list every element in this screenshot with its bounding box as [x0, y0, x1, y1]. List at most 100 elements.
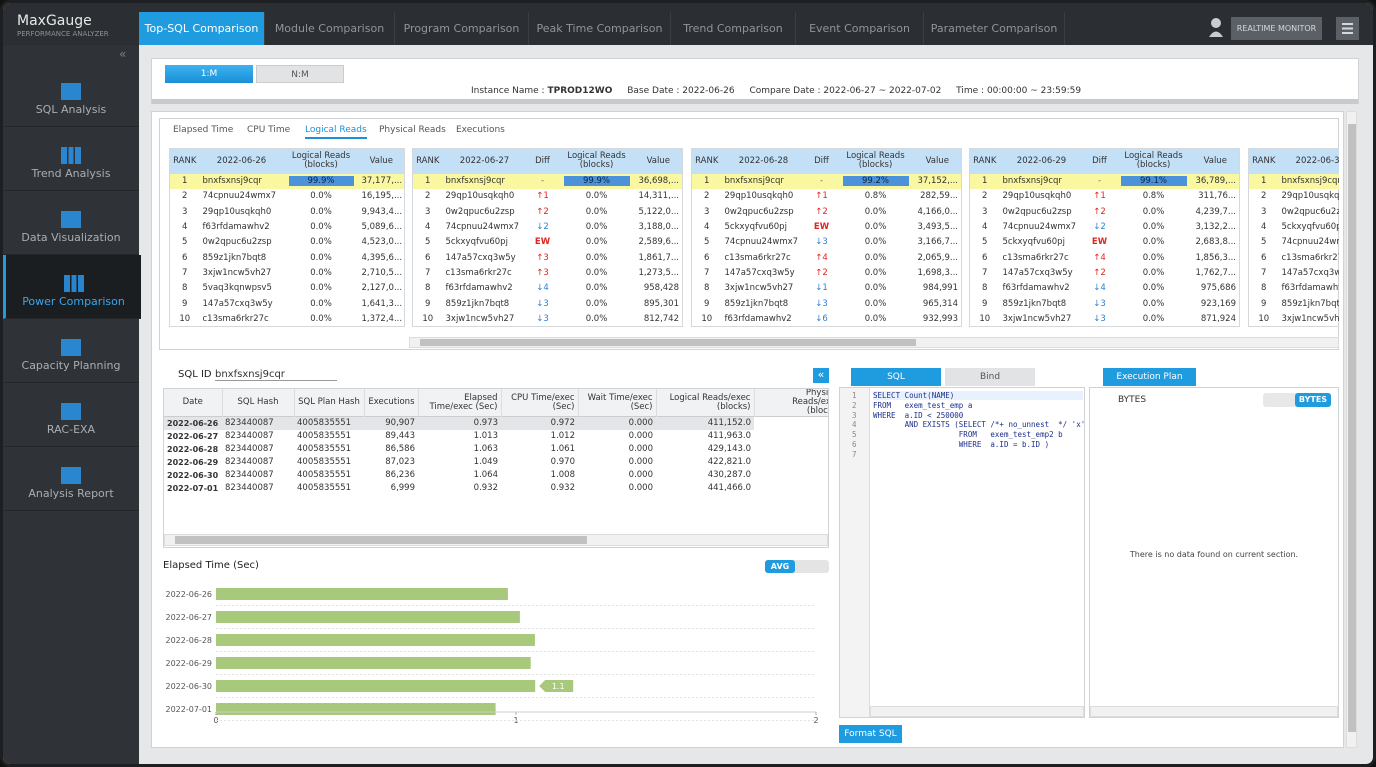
grid-row[interactable]: 1 bnxfsxnsj9cqr - 99.1% 36,789,... — [969, 173, 1240, 189]
grid-row[interactable]: 3 0w2qpuc6u2zsp ↑2 0.0% 5,122,0... — [413, 204, 683, 219]
grid-row[interactable]: 7 3xjw1ncw5vh27 0.0% 2,710,5... — [170, 265, 405, 280]
grid-row[interactable]: 4 74cpnuu24wmx7 ↓2 0.0% 3,188,0... — [413, 219, 683, 234]
nav-tab[interactable]: Top-SQL Comparison — [139, 12, 265, 45]
menu-button[interactable] — [1336, 17, 1359, 40]
grid-row[interactable]: 7 147a57cxq3w5y ↑2 0.0% 1,698,3... — [692, 265, 962, 280]
grid-row[interactable]: 8 5vaq3kqnwpsv5 0.0% 2,127,0... — [170, 281, 405, 296]
grid-row[interactable]: 5 5ckxyqfvu60pj EW 0.0% 2,683,8... — [970, 235, 1240, 250]
grid-row[interactable]: 7 147a57cxq3w5y ↑2 0.0% 1,762,7... — [970, 265, 1240, 280]
sidebar-item[interactable]: Analysis Report — [3, 447, 139, 511]
grid-row[interactable]: 3 0w2qpuc6u2zsp ↑2 0.0% 4,239,7... — [970, 204, 1240, 219]
grid-row[interactable]: 5 5ckxyqfvu60pj EW 0.0% 2,589,6... — [413, 235, 683, 250]
cell-text: 3 — [982, 206, 988, 217]
nav-tab[interactable]: Trend Comparison — [671, 12, 796, 45]
detail-row[interactable]: 2022-06-30 823440087 4005835551 86,236 1.064… — [164, 469, 828, 482]
grid-row[interactable]: 6 859z1jkn7bqt8 0.0% 4,395,6... — [170, 250, 405, 265]
cell-text: 8 — [704, 283, 710, 294]
grid-row[interactable]: 6 c13sma6rkr27c — [1249, 250, 1339, 265]
grid-row[interactable]: 5 74cpnuu24wmx7 — [1249, 235, 1339, 250]
mode-button[interactable]: 1:M — [165, 65, 253, 83]
grid-row[interactable]: 10 f63rfdamawhv2 ↓6 0.0% 932,993 — [692, 311, 962, 326]
grid-row[interactable]: 5 0w2qpuc6u2zsp 0.0% 4,523,0... — [170, 235, 405, 250]
nav-tab[interactable]: Module Comparison — [265, 12, 395, 45]
nav-tab[interactable]: Parameter Comparison — [924, 12, 1065, 45]
grid-row[interactable]: 8 3xjw1ncw5vh27 ↓1 0.0% 984,991 — [692, 281, 962, 296]
grid-row[interactable]: 10 3xjw1ncw5vh27 ↓3 0.0% 812,742 — [413, 311, 683, 326]
grid-row[interactable]: 10 c13sma6rkr27c 0.0% 1,372,4... — [170, 311, 405, 326]
grid-row[interactable]: 3 0w2qpuc6u2zsp ↑2 0.0% 4,166,0... — [692, 204, 962, 219]
grid-row[interactable]: 4 5ckxyqfvu60pj EW 0.0% 3,493,5... — [692, 219, 962, 234]
sql-h-scrollbar[interactable] — [870, 706, 1084, 717]
detail-row[interactable]: 2022-06-28 823440087 4005835551 86,586 1.063… — [164, 443, 828, 456]
metric-tab[interactable]: Elapsed Time — [173, 125, 234, 135]
grid-row[interactable]: 6 147a57cxq3w5y ↑3 0.0% 1,861,7... — [413, 250, 683, 265]
grid-header: RANK — [173, 155, 197, 166]
detail-row[interactable]: 2022-07-01 823440087 4005835551 6,999 0.932 0… — [164, 482, 828, 495]
grid-row[interactable]: 5 74cpnuu24wmx7 ↓3 0.0% 3,166,7... — [692, 235, 962, 250]
grid-row[interactable]: 10 3xjw1ncw5vh27 — [1249, 311, 1339, 326]
collapse-icon[interactable]: « — [119, 47, 127, 61]
grid-row[interactable]: 4 5ckxyqfvu60pj — [1249, 219, 1339, 234]
grid-row[interactable]: 6 c13sma6rkr27c ↑4 0.0% 2,065,9... — [692, 250, 962, 265]
detail-row[interactable]: 2022-06-29 823440087 4005835551 87,023 1.049… — [164, 456, 828, 469]
grid-row[interactable]: 1 bnxfsxnsj9cqr 99.9% 37,177,... — [169, 173, 405, 189]
grid-row[interactable]: 10 3xjw1ncw5vh27 ↓3 0.0% 871,924 — [970, 311, 1240, 326]
grid-row[interactable]: 2 29qp10usqkqh0 ↑1 0.0% 14,311,... — [413, 189, 683, 204]
grid-header: Diff — [535, 155, 550, 166]
sidebar-item[interactable]: Trend Analysis — [3, 127, 139, 191]
plan-h-scrollbar[interactable] — [1090, 706, 1338, 717]
detail-row[interactable]: 2022-06-27 823440087 4005835551 89,443 1.013… — [164, 430, 828, 443]
grid-row[interactable]: 1 bnxfsxnsj9cqr — [1248, 173, 1339, 189]
sidebar-item[interactable]: Capacity Planning — [3, 319, 139, 383]
grid-h-scrollbar[interactable] — [409, 337, 1339, 348]
grid-row[interactable]: 1 bnxfsxnsj9cqr - 99.2% 37,152,... — [691, 173, 962, 189]
grid-row[interactable]: 9 859z1jkn7bqt8 ↓3 0.0% 923,169 — [970, 296, 1240, 311]
nav-tab[interactable]: Program Comparison — [395, 12, 529, 45]
collapse-button[interactable]: « — [813, 368, 829, 383]
metric-tab[interactable]: CPU Time — [247, 125, 291, 135]
metric-tab[interactable]: Logical Reads — [305, 125, 367, 139]
grid-row[interactable]: 8 f63rfdamawhv2 ↓4 0.0% 958,428 — [413, 281, 683, 296]
metric-tab[interactable]: Executions — [456, 125, 505, 135]
nav-tab[interactable]: Peak Time Comparison — [529, 12, 671, 45]
bytes-toggle[interactable]: BYTES — [1263, 393, 1331, 407]
grid-row[interactable]: 1 bnxfsxnsj9cqr - 99.9% 36,698,... — [412, 173, 683, 189]
grid-row[interactable]: 4 f63rfdamawhv2 0.0% 5,089,6... — [170, 219, 405, 234]
nav-tab[interactable]: Event Comparison — [796, 12, 924, 45]
plan-tab[interactable]: Execution Plan — [1103, 368, 1196, 386]
realtime-button[interactable]: REALTIME MONITOR — [1231, 17, 1322, 40]
sql-tab[interactable]: SQL — [851, 368, 941, 386]
avg-toggle[interactable]: AVG — [765, 560, 829, 573]
grid-row[interactable]: 9 147a57cxq3w5y 0.0% 1,641,3... — [170, 296, 405, 311]
grid-row[interactable]: 2 29qp10usqkqh0 ↑1 0.8% 311,76... — [970, 189, 1240, 204]
grid-row[interactable]: 2 29qp10usqkqh0 ↑1 0.8% 282,59... — [692, 189, 962, 204]
grid-row[interactable]: 8 f63rfdamawhv2 — [1249, 281, 1339, 296]
grid-row[interactable]: 7 147a57cxq3w5y — [1249, 265, 1339, 280]
sidebar-item[interactable]: SQL Analysis — [3, 63, 139, 127]
format-sql-button[interactable]: Format SQL — [839, 725, 902, 743]
grid-row[interactable]: 6 c13sma6rkr27c ↑4 0.0% 1,856,3... — [970, 250, 1240, 265]
grid-row[interactable]: 9 859z1jkn7bqt8 — [1249, 296, 1339, 311]
user-icon[interactable] — [1208, 17, 1226, 39]
grid-row[interactable]: 3 29qp10usqkqh0 0.0% 9,943,4... — [170, 204, 405, 219]
grid-row[interactable]: 2 29qp10usqkqh0 — [1249, 189, 1339, 204]
grid-row[interactable]: 4 74cpnuu24wmx7 ↓2 0.0% 3,132,2... — [970, 219, 1240, 234]
sidebar-item[interactable]: Data Visualization — [3, 191, 139, 255]
grid-row[interactable]: 7 c13sma6rkr27c ↑3 0.0% 1,273,5... — [413, 265, 683, 280]
grid-row[interactable]: 9 859z1jkn7bqt8 ↓3 0.0% 895,301 — [413, 296, 683, 311]
mode-button[interactable]: N:M — [256, 65, 344, 83]
grid-row[interactable]: 3 0w2qpuc6u2zsp — [1249, 204, 1339, 219]
metric-tab[interactable]: Physical Reads — [379, 125, 446, 135]
grid-row[interactable]: 8 f63rfdamawhv2 ↓4 0.0% 975,686 — [970, 281, 1240, 296]
detail-h-scrollbar[interactable] — [164, 534, 828, 546]
detail-row[interactable]: 2022-06-26 823440087 4005835551 90,907 0.973… — [164, 416, 828, 430]
grid-row[interactable]: 2 74cpnuu24wmx7 0.0% 16,195,... — [170, 189, 405, 204]
sidebar-item[interactable]: Power Comparison — [3, 255, 141, 319]
v-scrollbar[interactable] — [1346, 111, 1357, 748]
grid-cell: ↑2 — [1084, 204, 1116, 219]
sidebar-item[interactable]: RAC-EXA — [3, 383, 139, 447]
plan-panel: BYTES BYTES There is no data found on cu… — [1089, 387, 1339, 718]
sql-tab[interactable]: Bind — [945, 368, 1035, 386]
grid-row[interactable]: 9 859z1jkn7bqt8 ↓3 0.0% 965,314 — [692, 296, 962, 311]
